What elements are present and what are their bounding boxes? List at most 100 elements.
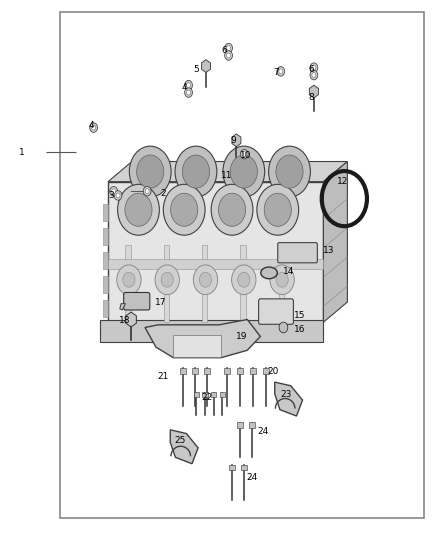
Circle shape: [230, 155, 258, 188]
FancyBboxPatch shape: [278, 243, 318, 263]
Circle shape: [163, 184, 205, 235]
Ellipse shape: [261, 267, 277, 279]
Polygon shape: [232, 134, 241, 147]
Bar: [165, 182, 170, 342]
Circle shape: [240, 149, 248, 159]
Text: 25: 25: [175, 436, 186, 445]
Polygon shape: [173, 335, 221, 357]
Bar: [263, 368, 269, 374]
Circle shape: [185, 88, 192, 98]
Circle shape: [211, 184, 253, 235]
Text: 10: 10: [240, 151, 251, 160]
Text: 2: 2: [160, 189, 166, 198]
Text: 16: 16: [294, 325, 305, 334]
Bar: [60, 12, 424, 519]
Bar: [229, 465, 235, 470]
Circle shape: [232, 265, 256, 295]
Text: 22: 22: [201, 393, 213, 402]
Circle shape: [112, 189, 116, 193]
Text: 15: 15: [294, 311, 305, 320]
Polygon shape: [170, 430, 198, 464]
Circle shape: [270, 265, 294, 295]
Bar: [103, 252, 108, 269]
Circle shape: [219, 193, 246, 227]
Bar: [250, 368, 256, 374]
Bar: [249, 422, 254, 427]
Circle shape: [279, 69, 283, 74]
Polygon shape: [201, 60, 211, 72]
Circle shape: [145, 189, 149, 193]
Circle shape: [242, 152, 246, 157]
Circle shape: [225, 51, 233, 60]
Text: 13: 13: [322, 246, 334, 255]
Text: 7: 7: [273, 68, 279, 77]
FancyBboxPatch shape: [124, 293, 150, 310]
Bar: [241, 465, 247, 470]
Text: 9: 9: [230, 136, 236, 145]
Circle shape: [155, 265, 180, 295]
Circle shape: [225, 43, 233, 53]
Bar: [203, 182, 208, 342]
Circle shape: [125, 193, 152, 227]
Bar: [202, 245, 207, 322]
Bar: [103, 205, 108, 221]
Circle shape: [137, 155, 164, 188]
Bar: [279, 182, 285, 342]
Text: 11: 11: [221, 171, 233, 180]
Circle shape: [310, 63, 318, 72]
Polygon shape: [309, 85, 318, 98]
Bar: [108, 182, 323, 322]
Circle shape: [171, 193, 198, 227]
Text: 21: 21: [157, 372, 169, 381]
Bar: [164, 245, 169, 322]
Circle shape: [187, 83, 191, 87]
Bar: [192, 368, 198, 374]
Circle shape: [175, 146, 217, 197]
Circle shape: [187, 90, 191, 95]
Bar: [103, 228, 108, 245]
Circle shape: [117, 184, 159, 235]
Circle shape: [276, 155, 303, 188]
Circle shape: [226, 53, 230, 58]
Circle shape: [312, 72, 316, 77]
Text: 6: 6: [308, 64, 314, 74]
Text: 17: 17: [155, 298, 166, 307]
Circle shape: [92, 125, 95, 130]
Text: 24: 24: [257, 427, 268, 437]
Circle shape: [185, 80, 192, 90]
Circle shape: [143, 187, 151, 196]
Circle shape: [276, 272, 288, 287]
Circle shape: [182, 155, 209, 188]
Text: 8: 8: [308, 93, 314, 102]
Circle shape: [193, 265, 218, 295]
Polygon shape: [323, 161, 347, 322]
Text: 4: 4: [182, 83, 187, 92]
Bar: [211, 392, 216, 398]
Text: 5: 5: [193, 64, 199, 74]
Bar: [202, 392, 208, 398]
Polygon shape: [126, 312, 136, 327]
Bar: [100, 320, 323, 342]
Circle shape: [238, 272, 250, 287]
Polygon shape: [275, 382, 303, 416]
Bar: [240, 245, 246, 322]
Circle shape: [161, 272, 173, 287]
FancyBboxPatch shape: [258, 299, 293, 324]
Text: 4: 4: [88, 122, 94, 131]
Polygon shape: [120, 304, 125, 310]
Circle shape: [110, 187, 117, 196]
Text: 18: 18: [119, 316, 131, 325]
Text: 12: 12: [337, 177, 349, 186]
Bar: [126, 182, 131, 342]
Text: 24: 24: [246, 473, 257, 482]
Text: 6: 6: [221, 46, 227, 55]
Circle shape: [116, 193, 120, 198]
Text: 1: 1: [19, 148, 25, 157]
Circle shape: [117, 265, 141, 295]
Polygon shape: [108, 161, 347, 182]
Circle shape: [90, 123, 98, 132]
Circle shape: [129, 146, 171, 197]
Text: 20: 20: [268, 367, 279, 376]
Circle shape: [312, 65, 316, 70]
Circle shape: [268, 146, 311, 197]
